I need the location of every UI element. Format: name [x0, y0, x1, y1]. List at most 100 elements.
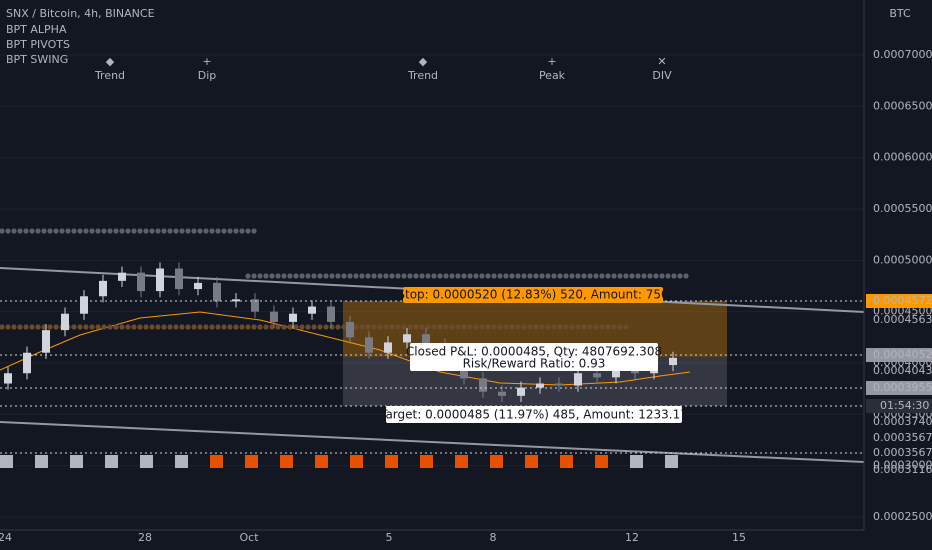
- dot: [551, 273, 557, 279]
- dot: [107, 228, 113, 234]
- dot: [317, 324, 323, 330]
- signal-label: Peak: [539, 69, 566, 82]
- dot: [275, 324, 281, 330]
- dot: [149, 324, 155, 330]
- dot: [407, 273, 413, 279]
- dot: [473, 324, 479, 330]
- candle-body: [422, 334, 430, 345]
- x-axis: 24 28 Oct 5 8 12 15: [0, 531, 746, 544]
- price-label: 0.0003116: [873, 463, 932, 476]
- dot: [389, 273, 395, 279]
- pnl-box: [410, 343, 658, 371]
- candle-body: [669, 357, 677, 366]
- y-tick-label: 0.0005000: [873, 253, 932, 266]
- dot: [173, 324, 179, 330]
- dot: [599, 273, 605, 279]
- candle-body: [99, 280, 107, 297]
- dot: [299, 273, 305, 279]
- price-label: 0.0004572: [873, 294, 932, 307]
- dot: [35, 228, 41, 234]
- dot: [311, 273, 317, 279]
- dot: [53, 228, 59, 234]
- dot: [101, 324, 107, 330]
- dot: [551, 324, 557, 330]
- candle-body: [593, 373, 601, 378]
- swing-square: [280, 455, 293, 468]
- x-tick-label: 12: [625, 531, 639, 544]
- dot: [191, 324, 197, 330]
- dot: [395, 324, 401, 330]
- dot: [305, 324, 311, 330]
- dot: [647, 273, 653, 279]
- target-label: Target: 0.0000485 (11.97%) 485, Amount: …: [379, 408, 688, 422]
- dot: [287, 273, 293, 279]
- dot: [101, 228, 107, 234]
- dot: [677, 273, 683, 279]
- dot: [437, 273, 443, 279]
- price-label: 0.0004563: [873, 313, 932, 326]
- dot: [311, 324, 317, 330]
- dot: [569, 324, 575, 330]
- dot: [47, 324, 53, 330]
- dot: [11, 324, 17, 330]
- candle-body: [384, 342, 392, 353]
- dot: [5, 228, 11, 234]
- dot: [635, 273, 641, 279]
- candle-body: [308, 306, 316, 314]
- dot: [401, 324, 407, 330]
- dot: [335, 273, 341, 279]
- dot: [239, 324, 245, 330]
- signal-legend: ◆Trend+Dip◆Trend+Peak✕DIV: [94, 55, 672, 82]
- dot: [683, 273, 689, 279]
- dot: [0, 324, 5, 330]
- dot: [185, 324, 191, 330]
- stop-label: Stop: 0.0000520 (12.83%) 520, Amount: 75…: [397, 288, 668, 302]
- dot: [479, 324, 485, 330]
- dot: [305, 273, 311, 279]
- x-tick-label: 28: [138, 531, 152, 544]
- swing-square: [140, 455, 153, 468]
- signal-icon: +: [547, 55, 556, 68]
- dot: [503, 273, 509, 279]
- dot: [17, 324, 23, 330]
- dot: [29, 228, 35, 234]
- dot: [491, 273, 497, 279]
- dot: [167, 228, 173, 234]
- dot: [353, 324, 359, 330]
- swing-square: [525, 455, 538, 468]
- countdown-tag: [866, 399, 932, 413]
- dot: [605, 273, 611, 279]
- dot: [257, 324, 263, 330]
- signal-label: DIV: [652, 69, 672, 82]
- candle-body: [213, 282, 221, 302]
- dot: [653, 273, 659, 279]
- dot: [257, 273, 263, 279]
- dot: [0, 228, 5, 234]
- dot: [497, 273, 503, 279]
- axis-unit: BTC: [889, 7, 911, 20]
- signal-icon: ◆: [419, 55, 428, 68]
- swing-markers: [0, 455, 678, 468]
- dot: [629, 273, 635, 279]
- dot: [485, 273, 491, 279]
- dot: [623, 324, 629, 330]
- dot: [113, 324, 119, 330]
- dot: [419, 324, 425, 330]
- dot: [83, 228, 89, 234]
- dot: [35, 324, 41, 330]
- dot: [365, 273, 371, 279]
- stop-box: [403, 287, 663, 303]
- dot: [281, 324, 287, 330]
- dot: [479, 273, 485, 279]
- dot: [431, 273, 437, 279]
- dot: [359, 273, 365, 279]
- dot: [521, 273, 527, 279]
- dot: [239, 228, 245, 234]
- dot: [485, 324, 491, 330]
- dot: [227, 324, 233, 330]
- dot: [215, 324, 221, 330]
- dot: [179, 324, 185, 330]
- swing-square: [105, 455, 118, 468]
- dot: [581, 324, 587, 330]
